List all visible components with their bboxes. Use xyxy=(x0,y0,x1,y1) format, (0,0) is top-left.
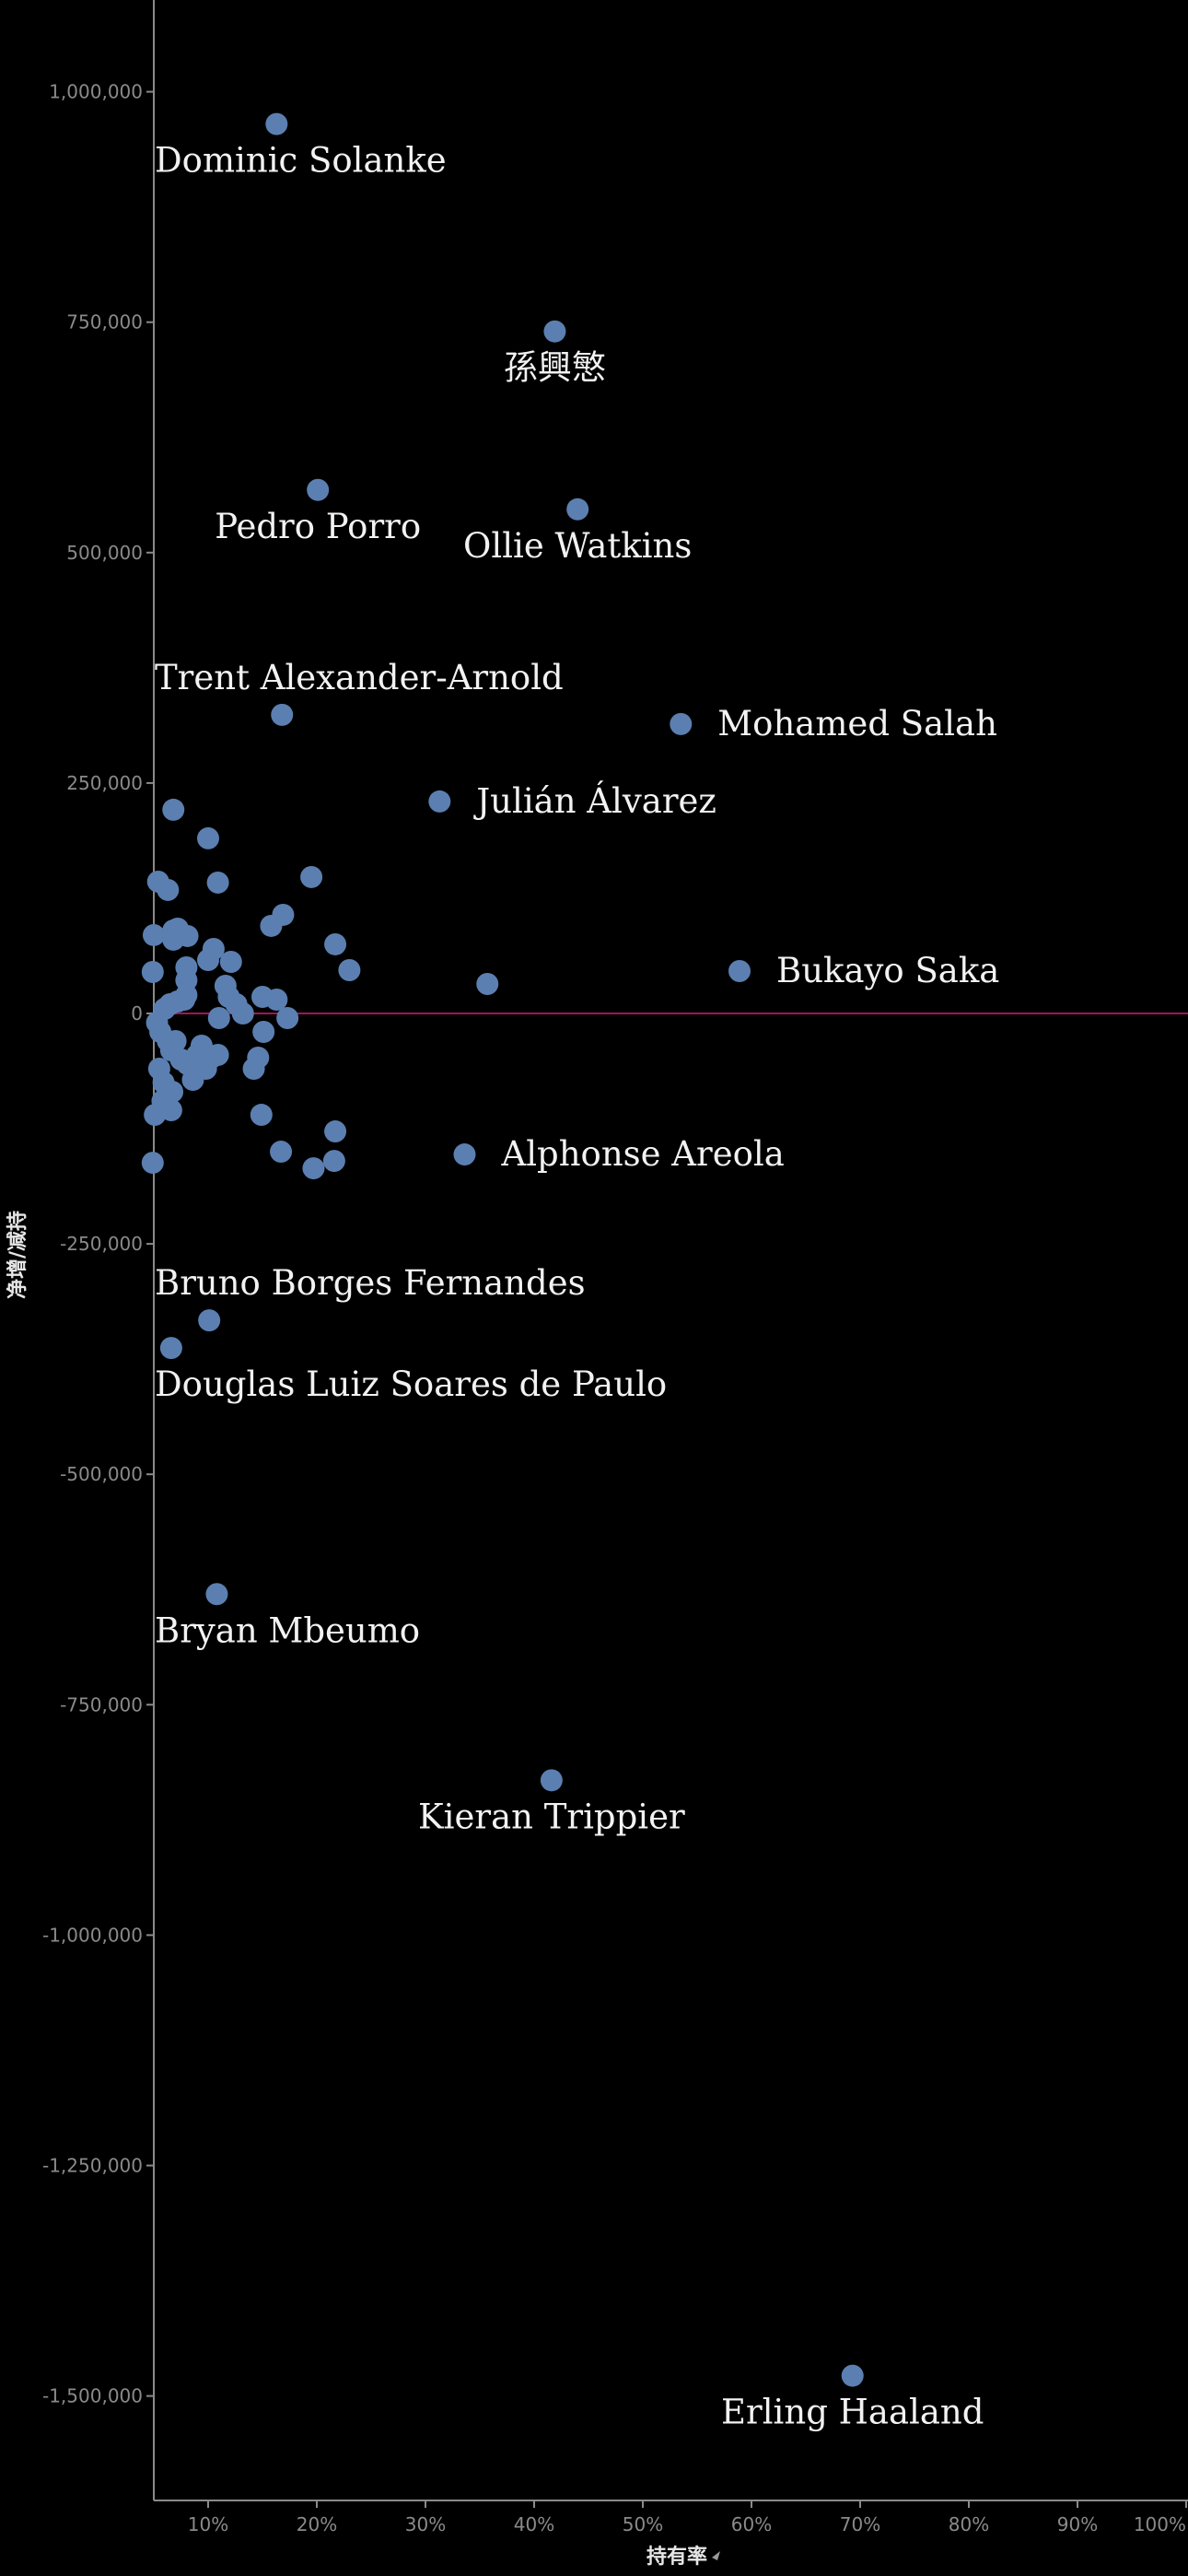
data-point[interactable] xyxy=(141,1152,164,1175)
labeled-data-point[interactable] xyxy=(428,790,451,813)
point-label: Bryan Mbeumo xyxy=(155,1610,420,1650)
data-point[interactable] xyxy=(322,1150,345,1173)
data-point[interactable] xyxy=(476,972,499,995)
data-point[interactable] xyxy=(324,1120,347,1143)
data-point[interactable] xyxy=(338,958,361,981)
data-point[interactable] xyxy=(219,950,242,973)
data-point[interactable] xyxy=(141,960,164,983)
data-point[interactable] xyxy=(252,1021,275,1044)
data-point[interactable] xyxy=(300,865,323,888)
y-tick-label: -750,000 xyxy=(60,1693,143,1715)
labeled-data-point[interactable] xyxy=(159,1337,182,1360)
x-tick-label: 10% xyxy=(188,2513,228,2535)
data-point[interactable] xyxy=(159,1099,182,1122)
point-label: 孫興慜 xyxy=(504,348,606,388)
x-axis-title-group[interactable]: 持有率 xyxy=(646,2545,720,2569)
data-point[interactable] xyxy=(260,914,283,937)
y-tick-label: 250,000 xyxy=(66,772,143,794)
y-tick-label: -1,250,000 xyxy=(42,2155,143,2177)
labeled-data-point[interactable] xyxy=(540,1769,563,1792)
labeled-data-point[interactable] xyxy=(728,959,751,982)
point-label: Erling Haaland xyxy=(721,2393,984,2432)
y-tick-label: -1,000,000 xyxy=(42,1924,143,1946)
data-point[interactable] xyxy=(176,924,199,947)
point-labels: Dominic Solanke 孫興慜 Pedro Porro Ollie Watki… xyxy=(155,141,999,2432)
data-point[interactable] xyxy=(143,923,165,946)
point-label: Dominic Solanke xyxy=(155,141,447,181)
point-label: Bukayo Saka xyxy=(776,951,999,990)
data-point[interactable] xyxy=(152,1071,175,1095)
y-tick-label: 500,000 xyxy=(66,542,143,564)
labeled-data-point[interactable] xyxy=(265,112,288,135)
data-point[interactable] xyxy=(181,1069,204,1092)
labeled-data-point[interactable] xyxy=(307,478,330,501)
point-label: Alphonse Areola xyxy=(500,1134,784,1174)
data-point[interactable] xyxy=(247,1047,270,1070)
y-tick-label: 0 xyxy=(131,1002,143,1025)
y-tick-label: -500,000 xyxy=(60,1463,143,1485)
x-tick-label: 50% xyxy=(623,2513,663,2535)
data-point[interactable] xyxy=(270,1141,293,1164)
y-tick-label: 1,000,000 xyxy=(49,81,143,103)
data-point[interactable] xyxy=(164,1030,187,1053)
point-label: Pedro Porro xyxy=(215,507,421,546)
x-tick-label: 40% xyxy=(514,2513,554,2535)
point-label: Douglas Luiz Soares de Paulo xyxy=(155,1364,667,1404)
point-label: Bruno Borges Fernandes xyxy=(155,1263,586,1303)
labeled-data-point[interactable] xyxy=(566,498,589,521)
data-point[interactable] xyxy=(250,1104,273,1127)
labeled-data-point[interactable] xyxy=(205,1583,228,1606)
labeled-data-point[interactable] xyxy=(670,712,693,735)
point-label: Mohamed Salah xyxy=(717,704,997,744)
data-point[interactable] xyxy=(173,988,196,1011)
data-point[interactable] xyxy=(231,1002,254,1025)
labeled-data-point[interactable] xyxy=(198,1309,221,1332)
data-point[interactable] xyxy=(276,1007,299,1030)
point-label: Kieran Trippier xyxy=(418,1797,685,1836)
point-label: Julián Álvarez xyxy=(472,780,716,821)
y-tick-label: -1,500,000 xyxy=(42,2385,143,2407)
data-point[interactable] xyxy=(302,1157,325,1180)
sort-arrow-icon[interactable] xyxy=(712,2551,720,2560)
x-tick-label: 100% xyxy=(1134,2513,1186,2535)
y-tick-label: -250,000 xyxy=(60,1233,143,1255)
x-tick-label: 80% xyxy=(949,2513,989,2535)
y-tick-label: 750,000 xyxy=(66,311,143,334)
data-points xyxy=(141,112,864,2387)
point-label: Ollie Watkins xyxy=(463,526,692,566)
labeled-data-point[interactable] xyxy=(271,703,294,726)
data-point[interactable] xyxy=(265,988,288,1011)
data-point[interactable] xyxy=(202,937,225,960)
data-point[interactable] xyxy=(324,932,347,955)
x-axis-ticks: 10% 20% 30% 40% 50% 60% 70% 80% 90% 100% xyxy=(188,2500,1187,2535)
y-axis-title: 净增/减持 xyxy=(6,1211,29,1299)
data-point[interactable] xyxy=(162,798,185,821)
data-point[interactable] xyxy=(207,1007,230,1030)
x-tick-label: 30% xyxy=(405,2513,446,2535)
point-label: Trent Alexander-Arnold xyxy=(155,658,564,697)
labeled-data-point[interactable] xyxy=(841,2364,864,2387)
x-tick-label: 60% xyxy=(731,2513,772,2535)
y-axis-ticks: 1,000,000 750,000 500,000 250,000 0 -250,000 -… xyxy=(42,81,154,2407)
data-point[interactable] xyxy=(206,871,229,894)
labeled-data-point[interactable] xyxy=(543,320,566,343)
x-tick-label: 70% xyxy=(840,2513,880,2535)
x-axis-title[interactable]: 持有率 xyxy=(646,2545,707,2569)
data-point[interactable] xyxy=(197,826,219,849)
x-tick-label: 20% xyxy=(297,2513,337,2535)
data-point[interactable] xyxy=(157,878,180,901)
labeled-data-point[interactable] xyxy=(453,1143,476,1166)
x-tick-label: 90% xyxy=(1057,2513,1098,2535)
